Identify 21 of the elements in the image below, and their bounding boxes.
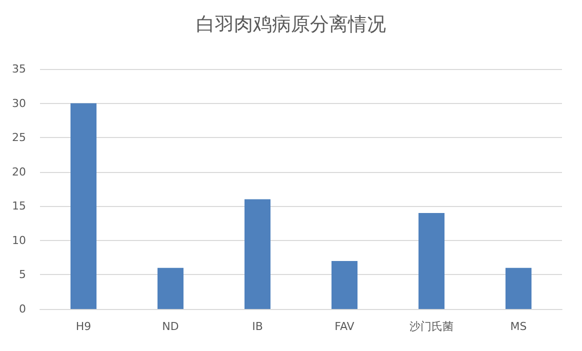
- y-tick-label: 35: [12, 62, 26, 76]
- y-tick-label: 30: [12, 96, 26, 110]
- x-tick-label: 沙门氏菌: [410, 320, 454, 333]
- bar: [332, 261, 358, 309]
- y-tick-label: 5: [19, 268, 26, 282]
- bar: [506, 268, 532, 309]
- x-tick-label: IB: [252, 320, 263, 333]
- bar: [418, 213, 444, 309]
- y-tick-label: 25: [12, 131, 26, 144]
- x-tick-label: ND: [162, 320, 179, 333]
- x-tick-label: H9: [76, 320, 92, 333]
- x-tick-label: MS: [510, 320, 527, 333]
- bar: [70, 103, 96, 309]
- y-tick-label: 10: [12, 234, 26, 247]
- x-tick-label: FAV: [334, 320, 355, 333]
- y-tick-label: 15: [12, 200, 26, 213]
- y-tick-label: 0: [19, 302, 26, 316]
- bar: [158, 268, 184, 309]
- chart-title: 白羽肉鸡病原分离情况: [196, 14, 386, 36]
- bar: [244, 199, 270, 309]
- y-tick-label: 20: [12, 165, 26, 178]
